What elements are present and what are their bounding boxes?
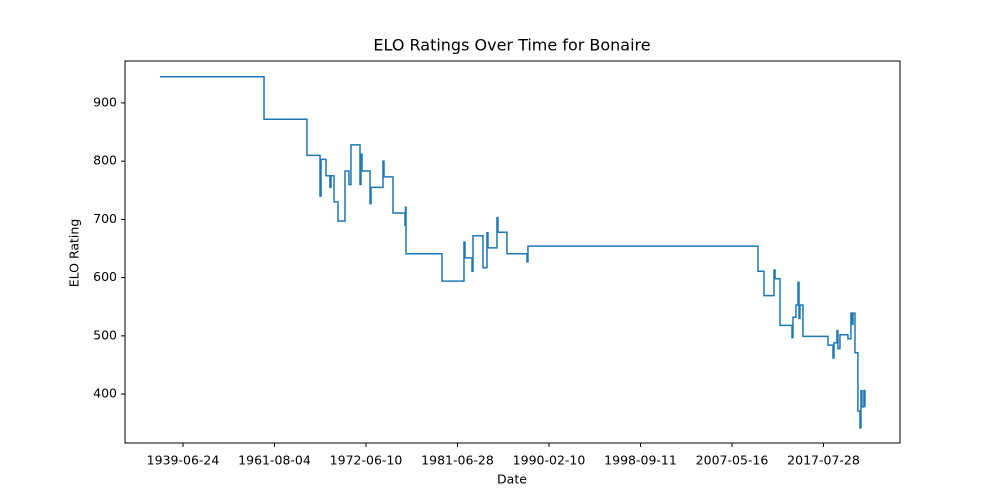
y-tick-label: 700 [93,211,117,226]
x-tick-label: 2007-05-16 [696,453,769,468]
x-axis-label: Date [497,472,527,487]
x-tick-label: 2017-07-28 [787,453,860,468]
x-tick-label: 1972-06-10 [330,453,403,468]
x-tick-label: 1961-08-04 [238,453,311,468]
x-tick-label: 1981-06-28 [421,453,494,468]
x-tick-label: 1990-02-10 [513,453,586,468]
y-axis-label: ELO Rating [67,219,82,288]
chart-title: ELO Ratings Over Time for Bonaire [373,36,650,55]
y-tick-label: 400 [93,386,117,401]
y-tick-label: 900 [93,94,117,109]
y-tick-label: 600 [93,269,117,284]
y-tick-label: 800 [93,153,117,168]
plot-frame [124,60,901,444]
y-tick-label: 500 [93,327,117,342]
x-tick-label: 1939-06-24 [147,453,220,468]
x-tick-label: 1998-09-11 [604,453,677,468]
line [159,75,866,429]
